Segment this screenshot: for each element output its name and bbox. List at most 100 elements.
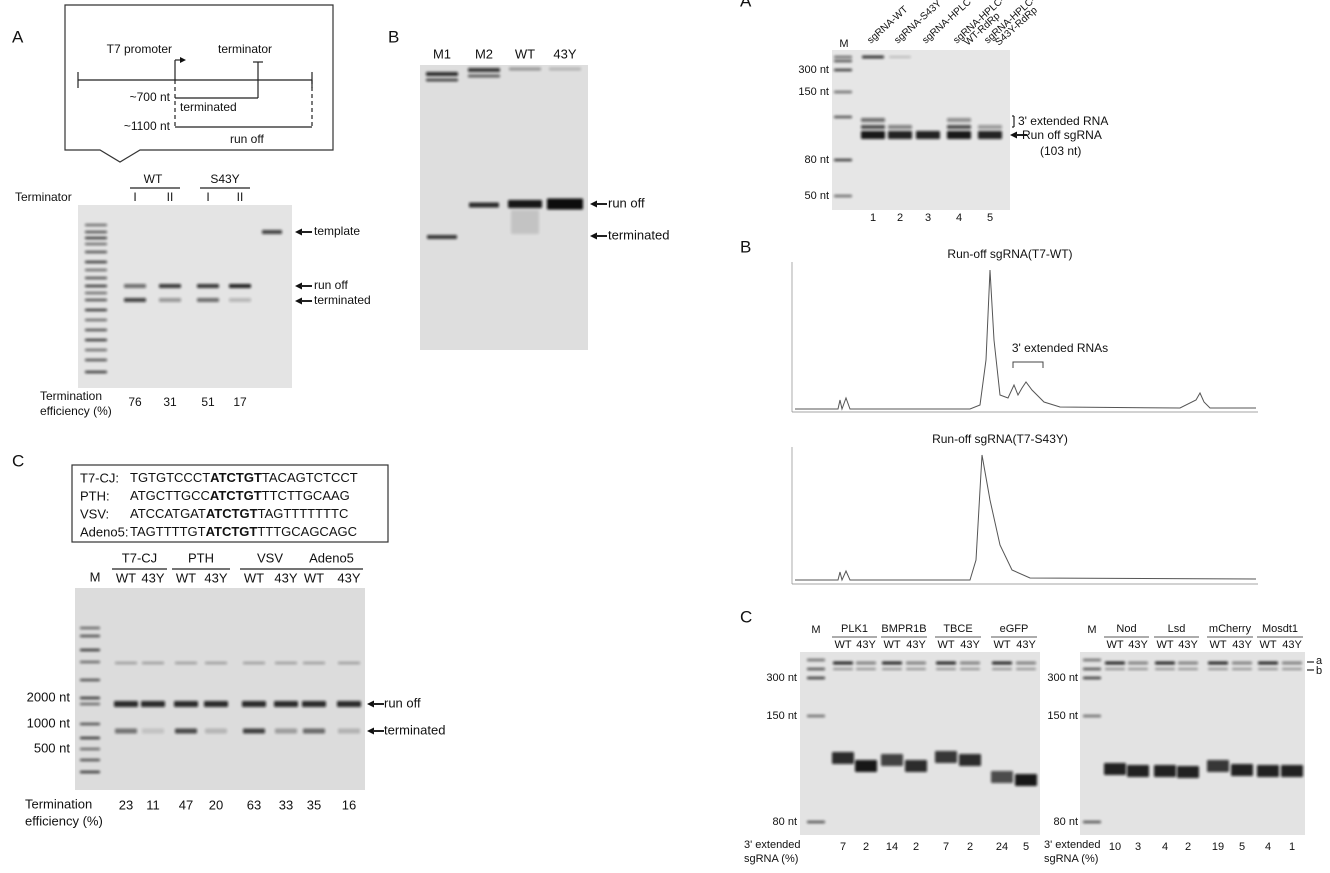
band	[889, 56, 911, 58]
band	[1282, 661, 1302, 665]
band	[85, 250, 107, 254]
label: 4	[1162, 841, 1168, 853]
band	[1177, 766, 1199, 778]
band	[85, 358, 107, 362]
band	[85, 370, 107, 374]
band	[80, 634, 100, 638]
sequence-part: ATCTGT	[206, 506, 258, 521]
panel-label: B	[388, 27, 399, 46]
sequence: TGTGTCCCTATCTGTTACAGTCTCCT	[130, 470, 358, 485]
label: WT	[883, 639, 900, 651]
label: 43Y	[337, 570, 360, 585]
label: I	[133, 190, 136, 204]
label: BMPR1B	[881, 623, 926, 635]
gel	[832, 50, 1010, 210]
label: II	[237, 190, 244, 204]
band	[833, 668, 853, 670]
label: 17	[233, 395, 247, 409]
band	[80, 747, 100, 751]
label: WT	[1106, 639, 1123, 651]
label: PLK1	[841, 623, 868, 635]
label: 76	[128, 395, 142, 409]
label: WT	[515, 46, 535, 61]
label: Lsd	[1168, 623, 1186, 635]
label: 150 nt	[1047, 710, 1078, 722]
label: 300 nt	[766, 672, 797, 684]
label: 300 nt	[798, 64, 829, 76]
label: 7	[943, 841, 949, 853]
band	[337, 701, 361, 707]
band	[856, 668, 876, 670]
label: 2	[913, 841, 919, 853]
label: 43Y	[856, 639, 876, 651]
trace	[795, 269, 1256, 411]
label: eGFP	[1000, 623, 1029, 635]
band	[1155, 668, 1175, 670]
band	[936, 668, 956, 670]
band	[197, 284, 219, 288]
label: 150 nt	[798, 86, 829, 98]
label: 80 nt	[1054, 816, 1078, 828]
label: VSV:	[80, 506, 109, 521]
band	[1178, 668, 1198, 670]
bracket	[1012, 361, 1044, 368]
label: 33	[279, 797, 293, 812]
label: b	[1316, 665, 1322, 677]
band	[338, 661, 360, 665]
band	[992, 668, 1012, 670]
label: Nod	[1116, 623, 1136, 635]
label: M	[90, 569, 101, 584]
arrow	[295, 282, 302, 290]
panel-label: B	[740, 237, 751, 256]
band	[303, 661, 325, 665]
band	[80, 678, 100, 682]
label: 43Y	[960, 639, 980, 651]
label: TBCE	[943, 623, 972, 635]
arrow	[367, 700, 374, 708]
band	[959, 754, 981, 766]
label: 2	[967, 841, 973, 853]
band	[888, 125, 912, 129]
label: terminated	[608, 227, 669, 242]
band	[142, 728, 164, 734]
band	[80, 736, 100, 740]
label: WT	[116, 570, 136, 585]
band	[115, 661, 137, 665]
band	[85, 223, 107, 227]
schematic-box	[64, 4, 334, 163]
band	[242, 701, 266, 707]
band	[80, 770, 100, 774]
band	[1016, 661, 1036, 665]
band	[114, 701, 138, 707]
label: M	[1087, 624, 1096, 636]
band	[426, 72, 458, 76]
band	[834, 68, 852, 72]
band	[243, 661, 265, 665]
label: M2	[475, 46, 493, 61]
label: 47	[179, 797, 193, 812]
label: 35	[307, 797, 321, 812]
band	[338, 728, 360, 734]
label: Adeno5:	[80, 524, 128, 539]
band	[1232, 661, 1252, 665]
band	[992, 661, 1012, 665]
band	[1083, 820, 1101, 824]
band	[85, 260, 107, 264]
band	[1083, 658, 1101, 662]
band	[947, 125, 971, 129]
band	[80, 696, 100, 700]
label: 3	[925, 212, 931, 224]
band	[85, 298, 107, 302]
label: I	[206, 190, 209, 204]
panel-label: A	[740, 0, 752, 10]
band	[115, 728, 137, 734]
band	[468, 68, 500, 72]
label: Run-off sgRNA(T7-S43Y)	[932, 432, 1068, 446]
label: II	[167, 190, 174, 204]
label: 43Y	[906, 639, 926, 651]
label: efficiency (%)	[40, 404, 112, 418]
label: 43Y	[1282, 639, 1302, 651]
band	[862, 55, 884, 59]
band	[916, 131, 940, 139]
label: M	[839, 38, 848, 50]
